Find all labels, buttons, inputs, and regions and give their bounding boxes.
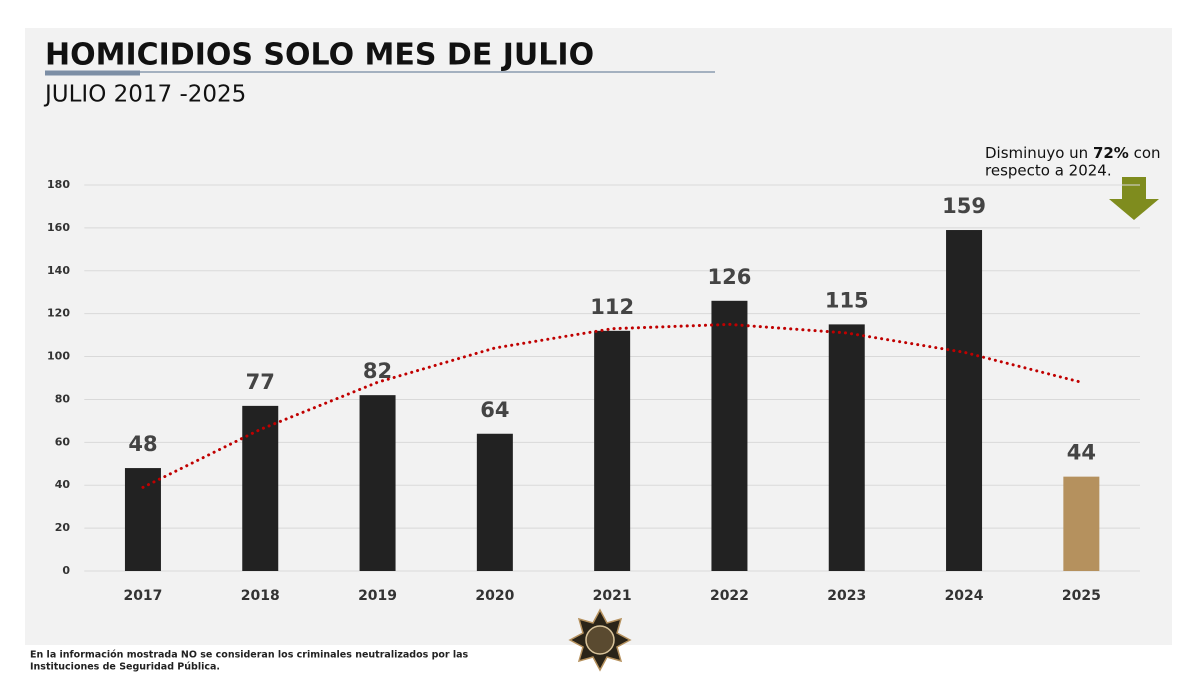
value-label: 64 <box>480 398 509 422</box>
decrease-arrow <box>1109 177 1159 220</box>
logo <box>568 608 632 672</box>
x-tick-label: 2019 <box>358 588 397 604</box>
x-tick-label: 2022 <box>710 588 749 604</box>
y-tick-label: 80 <box>55 392 71 405</box>
value-label: 126 <box>708 265 752 289</box>
y-tick-label: 180 <box>47 178 70 191</box>
y-tick-label: 20 <box>55 521 71 534</box>
value-label: 48 <box>128 432 157 456</box>
bar <box>359 395 396 571</box>
value-label: 159 <box>942 194 986 218</box>
x-tick-label: 2020 <box>475 588 514 604</box>
footnote: En la información mostrada NO se conside… <box>30 650 469 661</box>
bar <box>946 230 983 572</box>
annotation-text: Disminuyo un <box>985 144 1093 162</box>
y-tick-label: 60 <box>55 435 71 448</box>
logo-seal <box>585 625 615 655</box>
y-tick-label: 140 <box>47 264 70 277</box>
x-tick-label: 2025 <box>1062 588 1101 604</box>
y-tick-label: 40 <box>55 478 71 491</box>
annotation-line: respecto a 2024. <box>985 162 1112 180</box>
value-label: 112 <box>590 295 634 319</box>
annotation-text: con <box>1129 144 1161 162</box>
chart-title: HOMICIDIOS SOLO MES DE JULIO <box>45 38 594 73</box>
bar <box>476 433 513 571</box>
value-label: 77 <box>246 370 275 394</box>
x-tick-label: 2018 <box>241 588 280 604</box>
bar <box>1063 476 1100 571</box>
x-tick-label: 2017 <box>123 588 162 604</box>
y-tick-label: 0 <box>62 564 70 577</box>
bar <box>711 300 748 571</box>
bar <box>124 468 161 571</box>
y-tick-label: 100 <box>47 350 70 363</box>
annotation: Disminuyo un 72% con <box>985 144 1161 162</box>
bar <box>828 324 865 571</box>
bar <box>594 330 631 571</box>
annotation-highlight: 72% <box>1093 144 1129 162</box>
bar <box>242 405 279 571</box>
footnote: Instituciones de Seguridad Pública. <box>30 662 220 673</box>
trendline <box>141 322 1083 489</box>
y-tick-label: 120 <box>47 307 70 320</box>
chart-subtitle: JULIO 2017 -2025 <box>43 82 246 108</box>
x-tick-label: 2023 <box>827 588 866 604</box>
value-label: 44 <box>1067 441 1096 465</box>
y-tick-label: 160 <box>47 221 70 234</box>
x-tick-label: 2021 <box>593 588 632 604</box>
value-label: 115 <box>825 288 869 312</box>
x-tick-label: 2024 <box>945 588 984 604</box>
